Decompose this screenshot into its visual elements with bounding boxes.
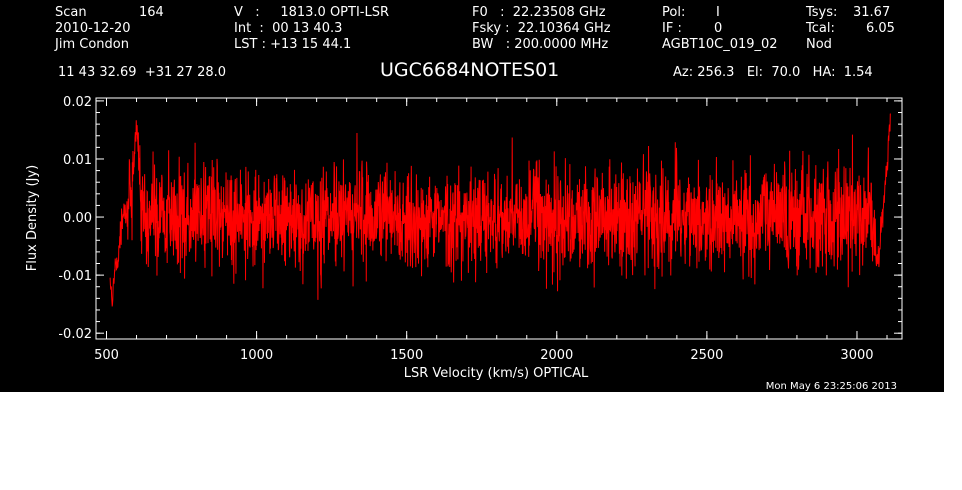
scan-label: Scan	[55, 5, 87, 20]
if-value: 0	[714, 21, 723, 36]
source-coordinates: 11 43 32.69 +31 27 28.0	[58, 65, 227, 80]
x-tick-label: 2500	[690, 348, 723, 363]
y-axis: -0.02 -0.01 0.00 0.01 0.02	[58, 95, 902, 342]
y-tick-label: 0.00	[63, 211, 92, 226]
velocity-line: V : 1813.0 OPTI-LSR	[234, 5, 390, 20]
bandwidth: BW : 200.0000 MHz	[472, 37, 609, 52]
y-tick-label: 0.02	[63, 95, 92, 110]
plot-timestamp: Mon May 6 23:25:06 2013	[766, 381, 897, 392]
x-tick-label: 500	[94, 348, 119, 363]
y-tick-label: -0.02	[58, 327, 92, 342]
rest-frequency: F0 : 22.23508 GHz	[472, 5, 606, 20]
tcal-value: 6.05	[866, 21, 895, 36]
polarization-value: I	[716, 5, 720, 20]
if-label: IF :	[662, 21, 682, 36]
y-axis-label: Flux Density (Jy)	[25, 165, 40, 271]
az-el-ha-readout: Az: 256.3 El: 70.0 HA: 1.54	[673, 65, 873, 80]
observer-name: Jim Condon	[55, 37, 129, 52]
spectrum-chart: -0.02 -0.01 0.00 0.01 0.02 500 1000 1500 2000 25…	[25, 95, 903, 392]
spectrum-plot-panel: Scan 164 2010-12-20 Jim Condon 11 43 32.…	[0, 0, 944, 392]
x-tick-label: 3000	[840, 348, 873, 363]
plot-frame	[95, 97, 903, 340]
polarization-label: Pol:	[662, 5, 686, 20]
tsys-label: Tsys:	[806, 5, 838, 20]
observing-mode: Nod	[806, 37, 832, 52]
tcal-label: Tcal:	[806, 21, 835, 36]
x-tick-label: 2000	[540, 348, 573, 363]
x-tick-label: 1000	[240, 348, 273, 363]
lst-line: LST : +13 15 44.1	[234, 37, 352, 52]
x-axis-label: LSR Velocity (km/s) OPTICAL	[404, 366, 589, 381]
y-tick-label: 0.01	[63, 153, 92, 168]
spectrum-series-line	[109, 113, 891, 307]
integration-time: Int : 00 13 40.3	[234, 21, 343, 36]
sky-frequency: Fsky : 22.10364 GHz	[472, 21, 611, 36]
observation-date: 2010-12-20	[55, 21, 131, 36]
scan-value: 164	[139, 5, 164, 20]
x-axis: 500 1000 1500 2000 2500 3000	[94, 98, 888, 363]
source-title: UGC6684NOTES01	[380, 59, 560, 81]
tsys-value: 31.67	[853, 5, 891, 20]
y-tick-label: -0.01	[58, 269, 92, 284]
x-tick-label: 1500	[390, 348, 423, 363]
series-group	[109, 113, 891, 307]
project-id: AGBT10C_019_02	[662, 37, 778, 52]
